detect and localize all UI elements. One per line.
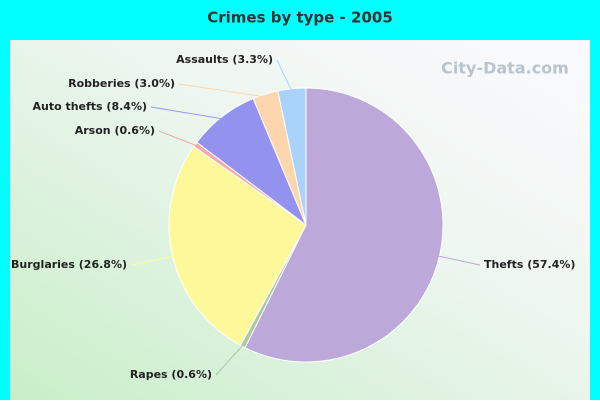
slice-label: Auto thefts (8.4%) <box>32 100 147 113</box>
leader-line <box>276 59 293 92</box>
slice-label: Arson (0.6%) <box>75 124 155 137</box>
slice-label: Thefts (57.4%) <box>484 258 575 271</box>
slice-label: Burglaries (26.8%) <box>11 258 127 271</box>
leader-line <box>130 255 176 266</box>
slice-label: Rapes (0.6%) <box>130 368 212 381</box>
leader-line <box>436 255 481 266</box>
leader-line <box>178 83 267 98</box>
leader-line <box>150 106 225 120</box>
leader-line <box>158 130 198 147</box>
slice-label: Assaults (3.3%) <box>176 53 273 66</box>
slice-label: Robberies (3.0%) <box>68 77 175 90</box>
watermark: City-Data.com <box>441 59 569 78</box>
pie-slice <box>277 87 307 226</box>
leader-line <box>215 343 245 376</box>
chart-title: Crimes by type - 2005 <box>207 9 393 27</box>
